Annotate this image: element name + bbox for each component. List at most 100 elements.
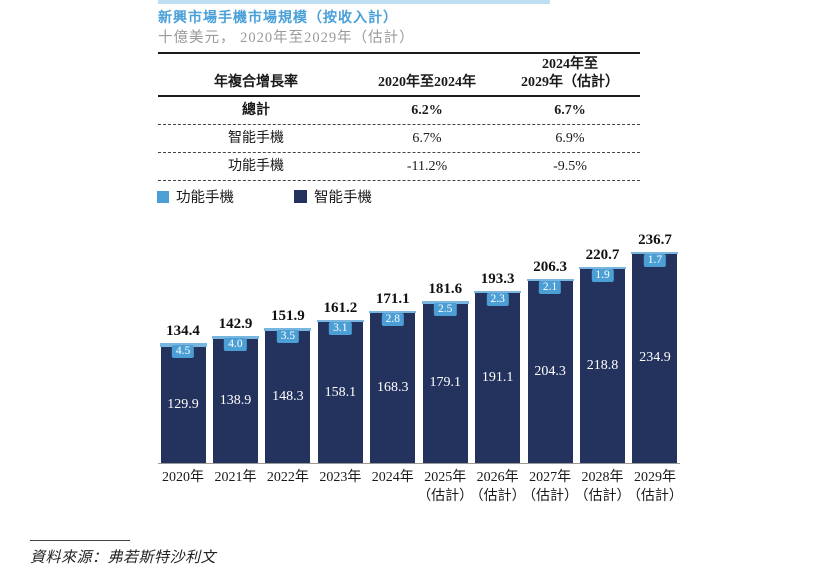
feature-phone-value-badge: 1.9 — [591, 268, 614, 282]
feature-phone-segment — [316, 319, 364, 323]
bar-cell-2028年: 218.8 1.9 220.7 — [578, 247, 628, 463]
smartphone-segment: 191.1 — [475, 292, 521, 463]
feature-phone-swatch-icon — [157, 190, 169, 203]
legend-item-feature-phone: 功能手機 — [157, 186, 234, 207]
feature-phone-value-badge: 4.0 — [224, 337, 247, 351]
stacked-bar-2023年: 158.1 3.1 161.2 — [316, 300, 364, 463]
cagr-header-2024-2029: 2024年至 2029年（估計） — [500, 54, 640, 95]
row-value-1: 6.7% — [412, 130, 442, 146]
total-value-label: 161.2 — [323, 299, 358, 316]
total-value-label: 193.3 — [480, 271, 515, 287]
smartphone-value-label: 148.3 — [272, 389, 304, 404]
x-axis-label-2021年: 2021年 — [214, 470, 257, 485]
smartphone-segment: 138.9 — [212, 339, 258, 463]
smartphone-segment: 148.3 — [265, 331, 311, 463]
source-divider — [30, 540, 130, 541]
feature-phone-value-badge: 2.8 — [381, 312, 404, 326]
row-label: 智能手機 — [228, 130, 284, 146]
x-axis-label-2020年: 2020年 — [162, 470, 204, 485]
smartphone-segment: 234.9 — [632, 253, 678, 463]
table-row-smartphone: 智能手機 6.7% 6.9% — [158, 125, 640, 153]
smartphone-value-label: 168.3 — [377, 380, 409, 396]
row-value-2: 6.7% — [554, 102, 586, 118]
total-value-label: 220.7 — [585, 246, 620, 263]
cropped-text-remnant — [158, 0, 550, 4]
feature-phone-segment — [474, 291, 522, 293]
bar-cell-2025年: 179.1 2.5 181.6 — [420, 281, 470, 463]
row-label: 功能手機 — [228, 158, 284, 174]
row-value-2: 6.9% — [555, 130, 585, 146]
x-axis-label-2022年: 2022年 — [266, 470, 309, 485]
feature-phone-value-badge: 3.5 — [276, 329, 300, 343]
x-axis-labels: 2020年 2021年 2022年 2023年 2024年 2025年 （估計） 2026年（… — [158, 469, 683, 507]
feature-phone-segment — [264, 327, 312, 332]
bar-cell-2026年: 191.1 2.3 193.3 — [473, 271, 523, 463]
total-value-label: 206.3 — [533, 259, 567, 276]
cagr-header-2024-2029-line1: 2024年至 — [542, 57, 598, 72]
bar-cell-2024年: 168.3 2.8 171.1 — [368, 291, 418, 463]
chart-legend: 功能手機 智能手機 — [157, 186, 372, 207]
stacked-bar-2028年: 218.8 1.9 220.7 — [579, 247, 626, 463]
stacked-bar-2027年: 204.3 2.1 206.3 — [526, 259, 574, 463]
smartphone-segment: 218.8 — [580, 268, 625, 463]
total-value-label: 171.1 — [375, 290, 410, 307]
feature-phone-value-badge: 2.1 — [538, 281, 562, 295]
chart-title: 新興市場手機市場規模（按收入計） — [158, 9, 398, 25]
row-value-1: -11.2% — [406, 158, 448, 174]
table-row-total: 總計 6.2% 6.7% — [158, 97, 640, 125]
row-value-2: -9.5% — [553, 158, 587, 174]
smartphone-value-label: 129.9 — [167, 397, 199, 413]
stacked-bar-2021年: 138.9 4.0 142.9 — [211, 316, 259, 463]
bar-cell-2021年: 138.9 4.0 142.9 — [210, 316, 260, 463]
smartphone-value-label: 204.3 — [534, 364, 566, 380]
smartphone-value-label: 191.1 — [481, 369, 514, 385]
stacked-bar-2029年: 234.9 1.7 236.7 — [631, 232, 679, 463]
legend-item-smart-phone: 智能手機 — [294, 186, 372, 207]
cagr-header-2024-2029-line2: 2029年（估計） — [521, 74, 619, 90]
cagr-table-header-row: 年複合增長率 2020年至2024年 2024年至 2029年（估計） — [158, 54, 640, 97]
bar-cell-2020年: 129.9 4.5 134.4 — [158, 323, 208, 463]
total-value-label: 142.9 — [218, 315, 253, 332]
feature-phone-segment — [526, 279, 574, 282]
feature-phone-value-badge: 3.1 — [329, 321, 352, 335]
feature-phone-value-badge: 4.5 — [171, 345, 195, 359]
stacked-bar-chart: 129.9 4.5 134.4 138.9 4.0 142.9 148.3 3.5 151.9 1… — [158, 228, 680, 464]
smart-phone-swatch-icon — [294, 190, 307, 203]
stacked-bar-2020年: 129.9 4.5 134.4 — [159, 323, 207, 463]
row-label: 總計 — [242, 102, 270, 118]
stacked-bar-2025年: 179.1 2.5 181.6 — [421, 281, 469, 463]
bar-cell-2022年: 148.3 3.5 151.9 — [263, 308, 313, 463]
chart-subtitle: 十億美元， 2020年至2029年（估計） — [158, 30, 415, 46]
total-value-label: 181.6 — [428, 281, 463, 298]
feature-phone-segment — [421, 301, 469, 304]
bar-cell-2027年: 204.3 2.1 206.3 — [525, 259, 575, 463]
feature-phone-segment — [579, 266, 626, 269]
row-value-1: 6.2% — [411, 102, 443, 118]
total-value-label: 236.7 — [638, 232, 672, 249]
feature-phone-segment — [211, 335, 259, 340]
total-value-label: 151.9 — [271, 307, 305, 324]
smartphone-value-label: 138.9 — [219, 393, 252, 409]
x-axis-label-2023年: 2023年 — [319, 470, 362, 485]
smartphone-value-label: 218.8 — [586, 357, 619, 373]
stacked-bar-2024年: 168.3 2.8 171.1 — [369, 291, 417, 463]
smartphone-value-label: 179.1 — [429, 375, 461, 391]
smartphone-segment: 129.9 — [160, 347, 206, 463]
feature-phone-value-badge: 2.3 — [486, 293, 509, 306]
bar-cell-2029年: 234.9 1.7 236.7 — [630, 232, 680, 463]
total-value-label: 134.4 — [166, 323, 200, 340]
smartphone-segment: 168.3 — [370, 313, 416, 463]
feature-phone-value-badge: 2.5 — [434, 303, 457, 317]
x-axis-label-2024年: 2024年 — [371, 470, 414, 485]
x-axis-label-2029年: 2029年 （估計） — [626, 470, 683, 504]
x-axis-label-2028年: 2028年 （估計） — [574, 470, 631, 504]
cagr-header-metric: 年複合增長率 — [214, 74, 298, 90]
smartphone-segment: 158.1 — [317, 322, 363, 463]
stacked-bar-2022年: 148.3 3.5 151.9 — [264, 308, 312, 463]
x-axis-label-2027年: 2027年 （估計） — [522, 470, 579, 504]
feature-phone-value-badge: 1.7 — [643, 254, 667, 268]
smartphone-value-label: 158.1 — [324, 384, 357, 400]
feature-phone-segment — [631, 252, 679, 255]
source-note: 資料來源：弗若斯特沙利文 — [30, 550, 217, 566]
